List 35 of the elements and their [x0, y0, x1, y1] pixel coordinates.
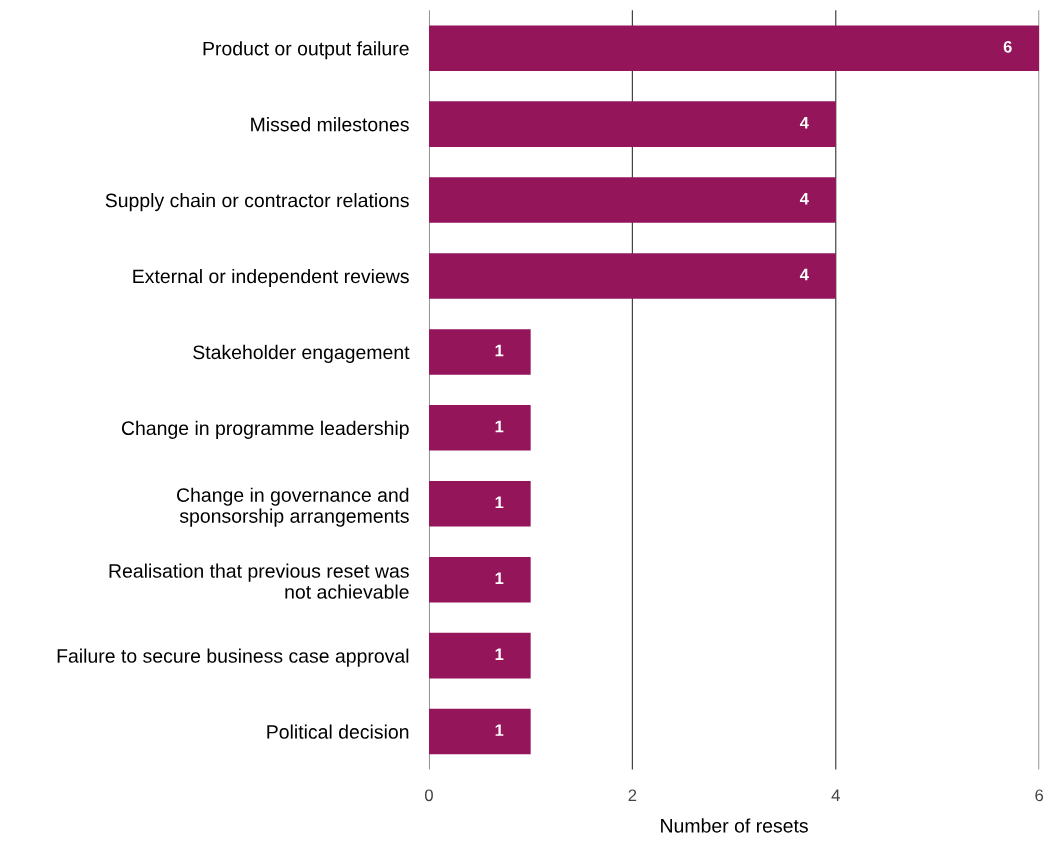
- y-tick-label: External or independent reviews: [133, 268, 409, 288]
- bar: [428, 101, 836, 147]
- bar: [428, 708, 531, 755]
- y-tick-label: Failure to secure business case approval: [57, 648, 409, 667]
- y-tick-label: Political decision: [267, 724, 409, 739]
- bar: [428, 480, 531, 527]
- data-label: 4: [799, 116, 809, 129]
- data-label: 1: [495, 572, 504, 584]
- x-tick-label: 0: [424, 789, 433, 802]
- y-tick-label: Change in programme leadership: [121, 420, 409, 439]
- x-tick-label: 4: [831, 789, 840, 802]
- data-label: 4: [799, 268, 809, 281]
- bar: [428, 177, 836, 223]
- data-label: 1: [495, 344, 504, 357]
- y-tick-label: Realisation that previous reset was not achievable: [109, 563, 409, 599]
- bar: [428, 632, 531, 679]
- x-tick-label: 2: [628, 789, 637, 802]
- y-tick-label: Product or output failure: [203, 41, 409, 60]
- data-label: 4: [799, 192, 809, 205]
- data-label: 1: [495, 420, 504, 433]
- data-label: 1: [495, 724, 504, 736]
- bar: [428, 405, 531, 451]
- bar: [428, 329, 531, 375]
- bar: [428, 556, 531, 603]
- y-tick-label: Missed milestones: [251, 117, 409, 132]
- x-tick-label: 6: [1035, 789, 1044, 802]
- y-tick-label: Supply chain or contractor relations: [105, 193, 409, 212]
- data-label: 1: [495, 496, 504, 509]
- x-axis-title: Number of resets: [661, 818, 808, 833]
- data-label: 1: [495, 648, 504, 660]
- y-tick-label: Change in governance and sponsorship arrangements: [177, 487, 409, 527]
- y-tick-label: Stakeholder engagement: [193, 344, 410, 363]
- data-label: 6: [1003, 40, 1012, 53]
- bar: [428, 253, 836, 299]
- bar: [428, 25, 1040, 71]
